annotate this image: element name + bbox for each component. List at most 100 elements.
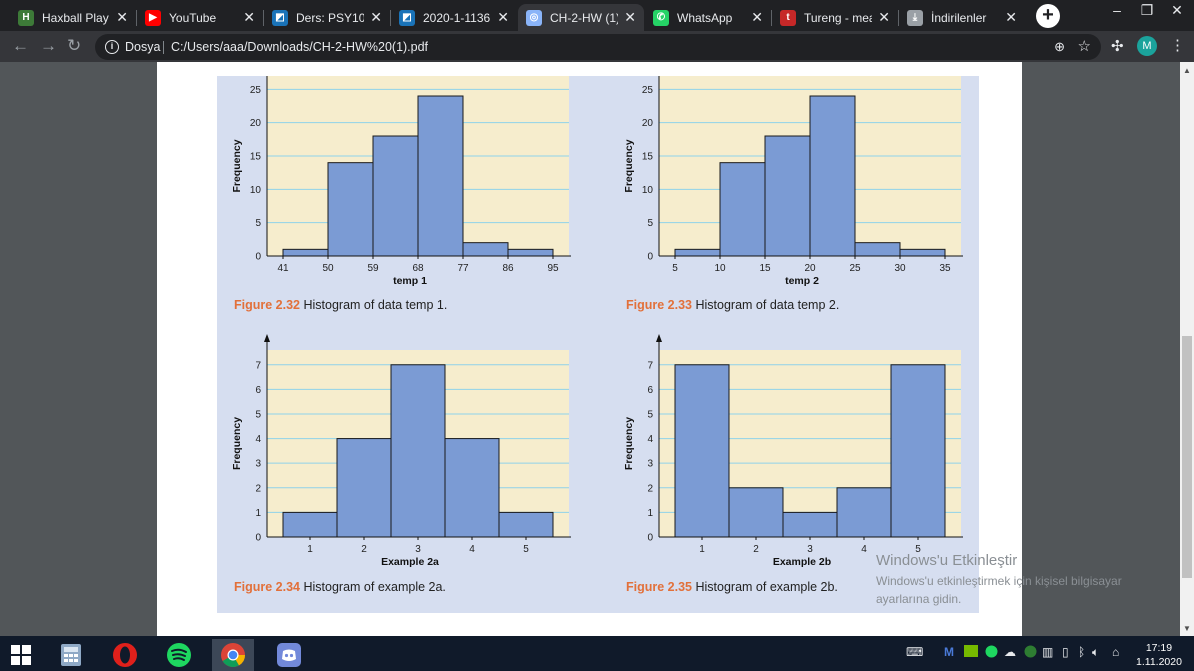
close-tab-icon[interactable]: ✕ — [116, 9, 128, 25]
histogram-bar — [782, 511, 838, 538]
browser-tab-4[interactable]: ◎ CH-2-HW (1).pd ✕ — [518, 4, 644, 31]
x-tick-label: 41 — [277, 263, 289, 274]
reload-button[interactable]: ↻ — [67, 36, 82, 55]
figure-caption-label: Figure 2.33 — [626, 298, 695, 312]
close-tab-icon[interactable]: ✕ — [624, 9, 636, 25]
new-tab-button[interactable]: + — [1036, 4, 1060, 28]
moodle-icon: ◩ — [399, 9, 415, 26]
bookmark-star-icon[interactable]: ☆ — [1077, 38, 1091, 55]
histogram-bar — [327, 162, 374, 257]
y-tick-label: 4 — [647, 434, 653, 445]
back-button[interactable]: ← — [12, 36, 29, 55]
y-tick-label: 4 — [255, 434, 261, 445]
histogram-bar — [719, 162, 766, 257]
extensions-puzzle-icon[interactable]: ✣ — [1111, 38, 1124, 55]
x-tick-label: 30 — [894, 263, 906, 274]
browser-tab-6[interactable]: t Tureng - measu ✕ — [772, 4, 898, 31]
histogram-bar — [417, 95, 464, 257]
histogram-bar — [390, 364, 446, 538]
url-text[interactable]: C:/Users/aaa/Downloads/CH-2-HW%20(1).pdf — [171, 40, 429, 54]
y-tick-label: 5 — [255, 218, 261, 229]
x-tick-label: 25 — [849, 263, 861, 274]
drive-tray-icon[interactable]: ▯ — [1062, 645, 1069, 659]
browser-toolbar: ← → ↻ i Dosya C:/Users/aaa/Downloads/CH-… — [0, 31, 1194, 62]
y-tick-label: 5 — [255, 409, 261, 420]
x-tick-label: 20 — [804, 263, 816, 274]
browser-tab-0[interactable]: H Haxball Play ✕ — [10, 4, 136, 31]
network-tray-icon[interactable]: ▥ — [1042, 645, 1054, 659]
close-tab-icon[interactable]: ✕ — [243, 9, 255, 25]
close-tab-icon[interactable]: ✕ — [878, 9, 890, 25]
close-tab-icon[interactable]: ✕ — [1005, 9, 1017, 25]
x-tick-label: 15 — [759, 263, 771, 274]
tab-separator — [263, 10, 264, 26]
histogram-chart-4: 0 1 2 3 4 5 6 7 1 2 3 4 5 Example 2b Frequency Figure 2… — [623, 334, 963, 594]
menu-dots-icon[interactable]: ⋮ — [1170, 37, 1185, 54]
malwarebytes-tray-icon[interactable]: M — [944, 645, 954, 659]
x-tick-label: 4 — [469, 544, 475, 555]
browser-tab-1[interactable]: ▶ YouTube ✕ — [137, 4, 263, 31]
activation-watermark-line2: ayarlarına gidin. — [876, 592, 962, 606]
close-tab-icon[interactable]: ✕ — [751, 9, 763, 25]
globe-icon: ◎ — [526, 9, 542, 26]
onedrive-tray-icon[interactable]: ☁ — [1004, 645, 1016, 659]
chrome-taskbar-icon[interactable] — [212, 639, 254, 671]
profile-avatar[interactable]: M — [1137, 36, 1157, 56]
tureng-icon: t — [780, 9, 796, 26]
opera-icon[interactable] — [104, 639, 146, 671]
y-axis-arrow — [264, 334, 270, 342]
input-method-icon[interactable]: ⌂ — [1112, 645, 1120, 659]
browser-tab-3[interactable]: ◩ 2020-1-11361: ✕ — [391, 4, 517, 31]
tab-label: YouTube — [169, 10, 217, 25]
histogram-chart-2: 0 5 10 15 20 25 5 10 15 20 25 30 35 temp 2 Frequency Fi… — [623, 60, 963, 312]
y-tick-label: 3 — [255, 459, 261, 470]
scrollbar-thumb[interactable] — [1182, 336, 1192, 578]
y-tick-label: 2 — [647, 483, 653, 494]
scroll-down-icon[interactable]: ▼ — [1183, 624, 1191, 633]
histogram-bar — [282, 511, 338, 538]
calculator-icon[interactable] — [50, 639, 92, 671]
info-icon[interactable]: i — [105, 40, 119, 54]
zoom-icon[interactable]: ⊕ — [1054, 39, 1065, 54]
keyboard-icon[interactable]: ⌨ — [906, 645, 924, 659]
address-bar[interactable]: i Dosya C:/Users/aaa/Downloads/CH-2-HW%2… — [95, 34, 1101, 60]
y-tick-label: 0 — [255, 252, 261, 263]
y-axis-label: Frequency — [231, 417, 243, 470]
taskbar-clock[interactable]: 17:19 1.11.2020 — [1136, 641, 1182, 669]
browser-tab-5[interactable]: ✆ WhatsApp ✕ — [645, 4, 771, 31]
spotify-tray-icon[interactable] — [985, 645, 998, 661]
minimize-button[interactable]: – — [1113, 2, 1121, 18]
close-tab-icon[interactable]: ✕ — [497, 9, 509, 25]
browser-tab-7[interactable]: ⤓ İndirilenler ✕ — [899, 4, 1025, 31]
windows-start-icon[interactable] — [0, 639, 42, 671]
y-tick-label: 15 — [250, 152, 262, 163]
tab-label: Ders: PSY103_S — [296, 10, 365, 25]
scrollbar[interactable]: ▲ ▼ — [1180, 62, 1194, 636]
spotify-icon[interactable] — [158, 639, 200, 671]
windows-taskbar: ⌨ M ☁ ▥ ▯ ᛒ 🔈︎ ⌂ 17:19 1.11.2020 — [0, 636, 1194, 671]
x-axis-label: temp 2 — [785, 275, 819, 287]
histogram-bar — [728, 487, 784, 538]
nvidia-tray-icon[interactable] — [964, 645, 978, 660]
tab-separator — [136, 10, 137, 26]
x-tick-label: 5 — [915, 544, 921, 555]
x-tick-label: 2 — [361, 544, 367, 555]
browser-tab-2[interactable]: ◩ Ders: PSY103_S ✕ — [264, 4, 390, 31]
tab-separator — [390, 10, 391, 26]
figure-caption: Figure 2.33 Histogram of data temp 2. — [626, 298, 839, 312]
bluetooth-tray-icon[interactable]: ᛒ — [1078, 645, 1086, 659]
close-window-button[interactable]: ✕ — [1171, 2, 1183, 18]
activation-watermark-line1: Windows'u etkinleştirmek için kişisel bi… — [876, 574, 1122, 588]
x-tick-label: 4 — [861, 544, 867, 555]
scroll-up-icon[interactable]: ▲ — [1183, 66, 1191, 75]
x-axis-label: Example 2a — [381, 556, 439, 568]
x-axis-label: Example 2b — [773, 556, 831, 568]
volume-icon[interactable]: 🔈︎ — [1092, 645, 1100, 659]
tray-app-icon[interactable] — [1024, 645, 1037, 661]
forward-button[interactable]: → — [40, 36, 57, 55]
discord-icon[interactable] — [268, 639, 310, 671]
restore-button[interactable]: ❐ — [1140, 2, 1154, 18]
moodle-icon: ◩ — [272, 9, 288, 26]
tab-label: CH-2-HW (1).pd — [550, 10, 618, 25]
close-tab-icon[interactable]: ✕ — [370, 9, 382, 25]
